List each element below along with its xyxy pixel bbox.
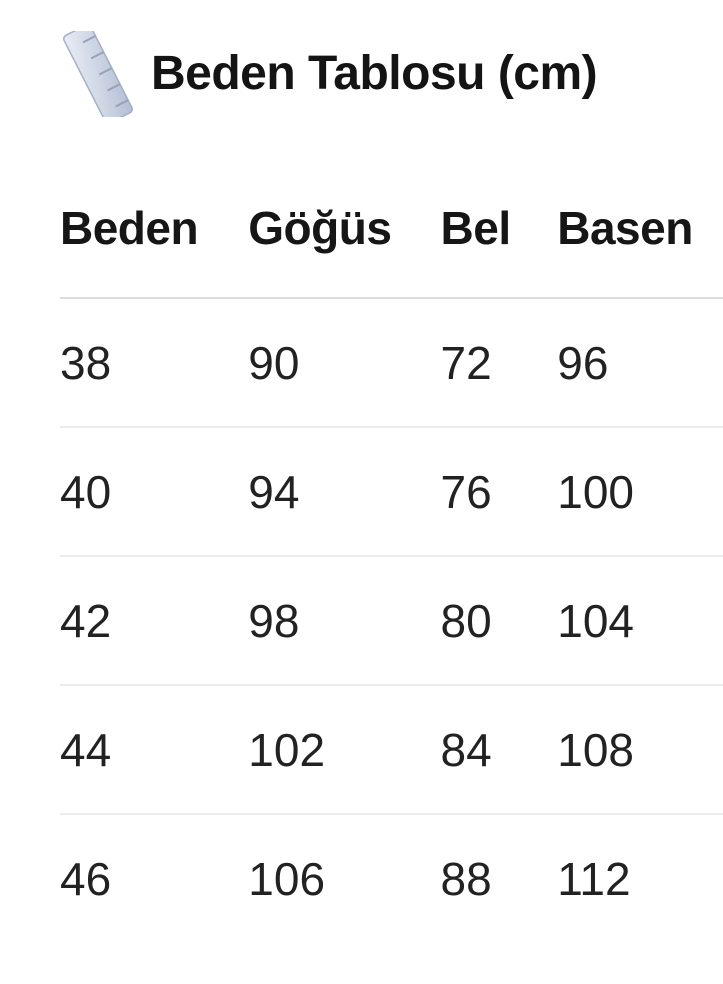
table-cell: 104	[557, 556, 723, 686]
table-row: 46 106 88 112	[60, 814, 723, 942]
table-row: 38 90 72 96	[60, 298, 723, 428]
table-cell: 94	[248, 427, 441, 557]
table-row: 44 102 84 108	[60, 685, 723, 815]
column-header-3: Basen	[557, 145, 723, 299]
table-cell: 44	[60, 685, 249, 815]
table-cell: 46	[60, 852, 112, 905]
size-table-container: Beden Göğüs Bel Basen 38 90 72 96 40 94 76 100 42 98…	[60, 145, 723, 942]
page-title-row: Beden Tablosu (cm)	[60, 24, 723, 124]
table-cell: 40	[60, 427, 249, 557]
table-cell: 90	[248, 298, 441, 428]
size-table-head: Beden Göğüs Bel Basen	[60, 145, 723, 299]
table-cell: 88	[440, 852, 492, 905]
ruler-icon	[60, 24, 136, 124]
table-cell: 72	[440, 298, 558, 428]
table-cell: 76	[440, 427, 558, 557]
table-cell: 98	[248, 556, 441, 686]
table-cell: 100	[557, 427, 723, 557]
table-cell: 108	[557, 685, 723, 815]
size-table: Beden Göğüs Bel Basen 38 90 72 96 40 94 76 100 42 98…	[60, 145, 723, 942]
table-cell: 42	[60, 556, 249, 686]
page-title: Beden Tablosu (cm)	[151, 47, 598, 100]
table-cell: 96	[557, 298, 723, 428]
table-cell: 102	[248, 685, 441, 815]
table-cell: 112	[557, 852, 631, 905]
table-row: 40 94 76 100	[60, 427, 723, 557]
table-cell: 80	[440, 556, 558, 686]
column-header-1: Göğüs	[248, 145, 441, 299]
column-header-2: Bel	[440, 145, 558, 299]
table-cell: 38	[60, 298, 249, 428]
table-row: 42 98 80 104	[60, 556, 723, 686]
size-table-header-row: Beden Göğüs Bel Basen	[60, 145, 723, 299]
size-table-body: 38 90 72 96 40 94 76 100 42 98 80 104 44 102 84 108 46 10…	[60, 298, 723, 942]
table-cell: 84	[440, 685, 558, 815]
column-header-0: Beden	[60, 145, 249, 299]
table-cell: 106	[248, 852, 326, 905]
